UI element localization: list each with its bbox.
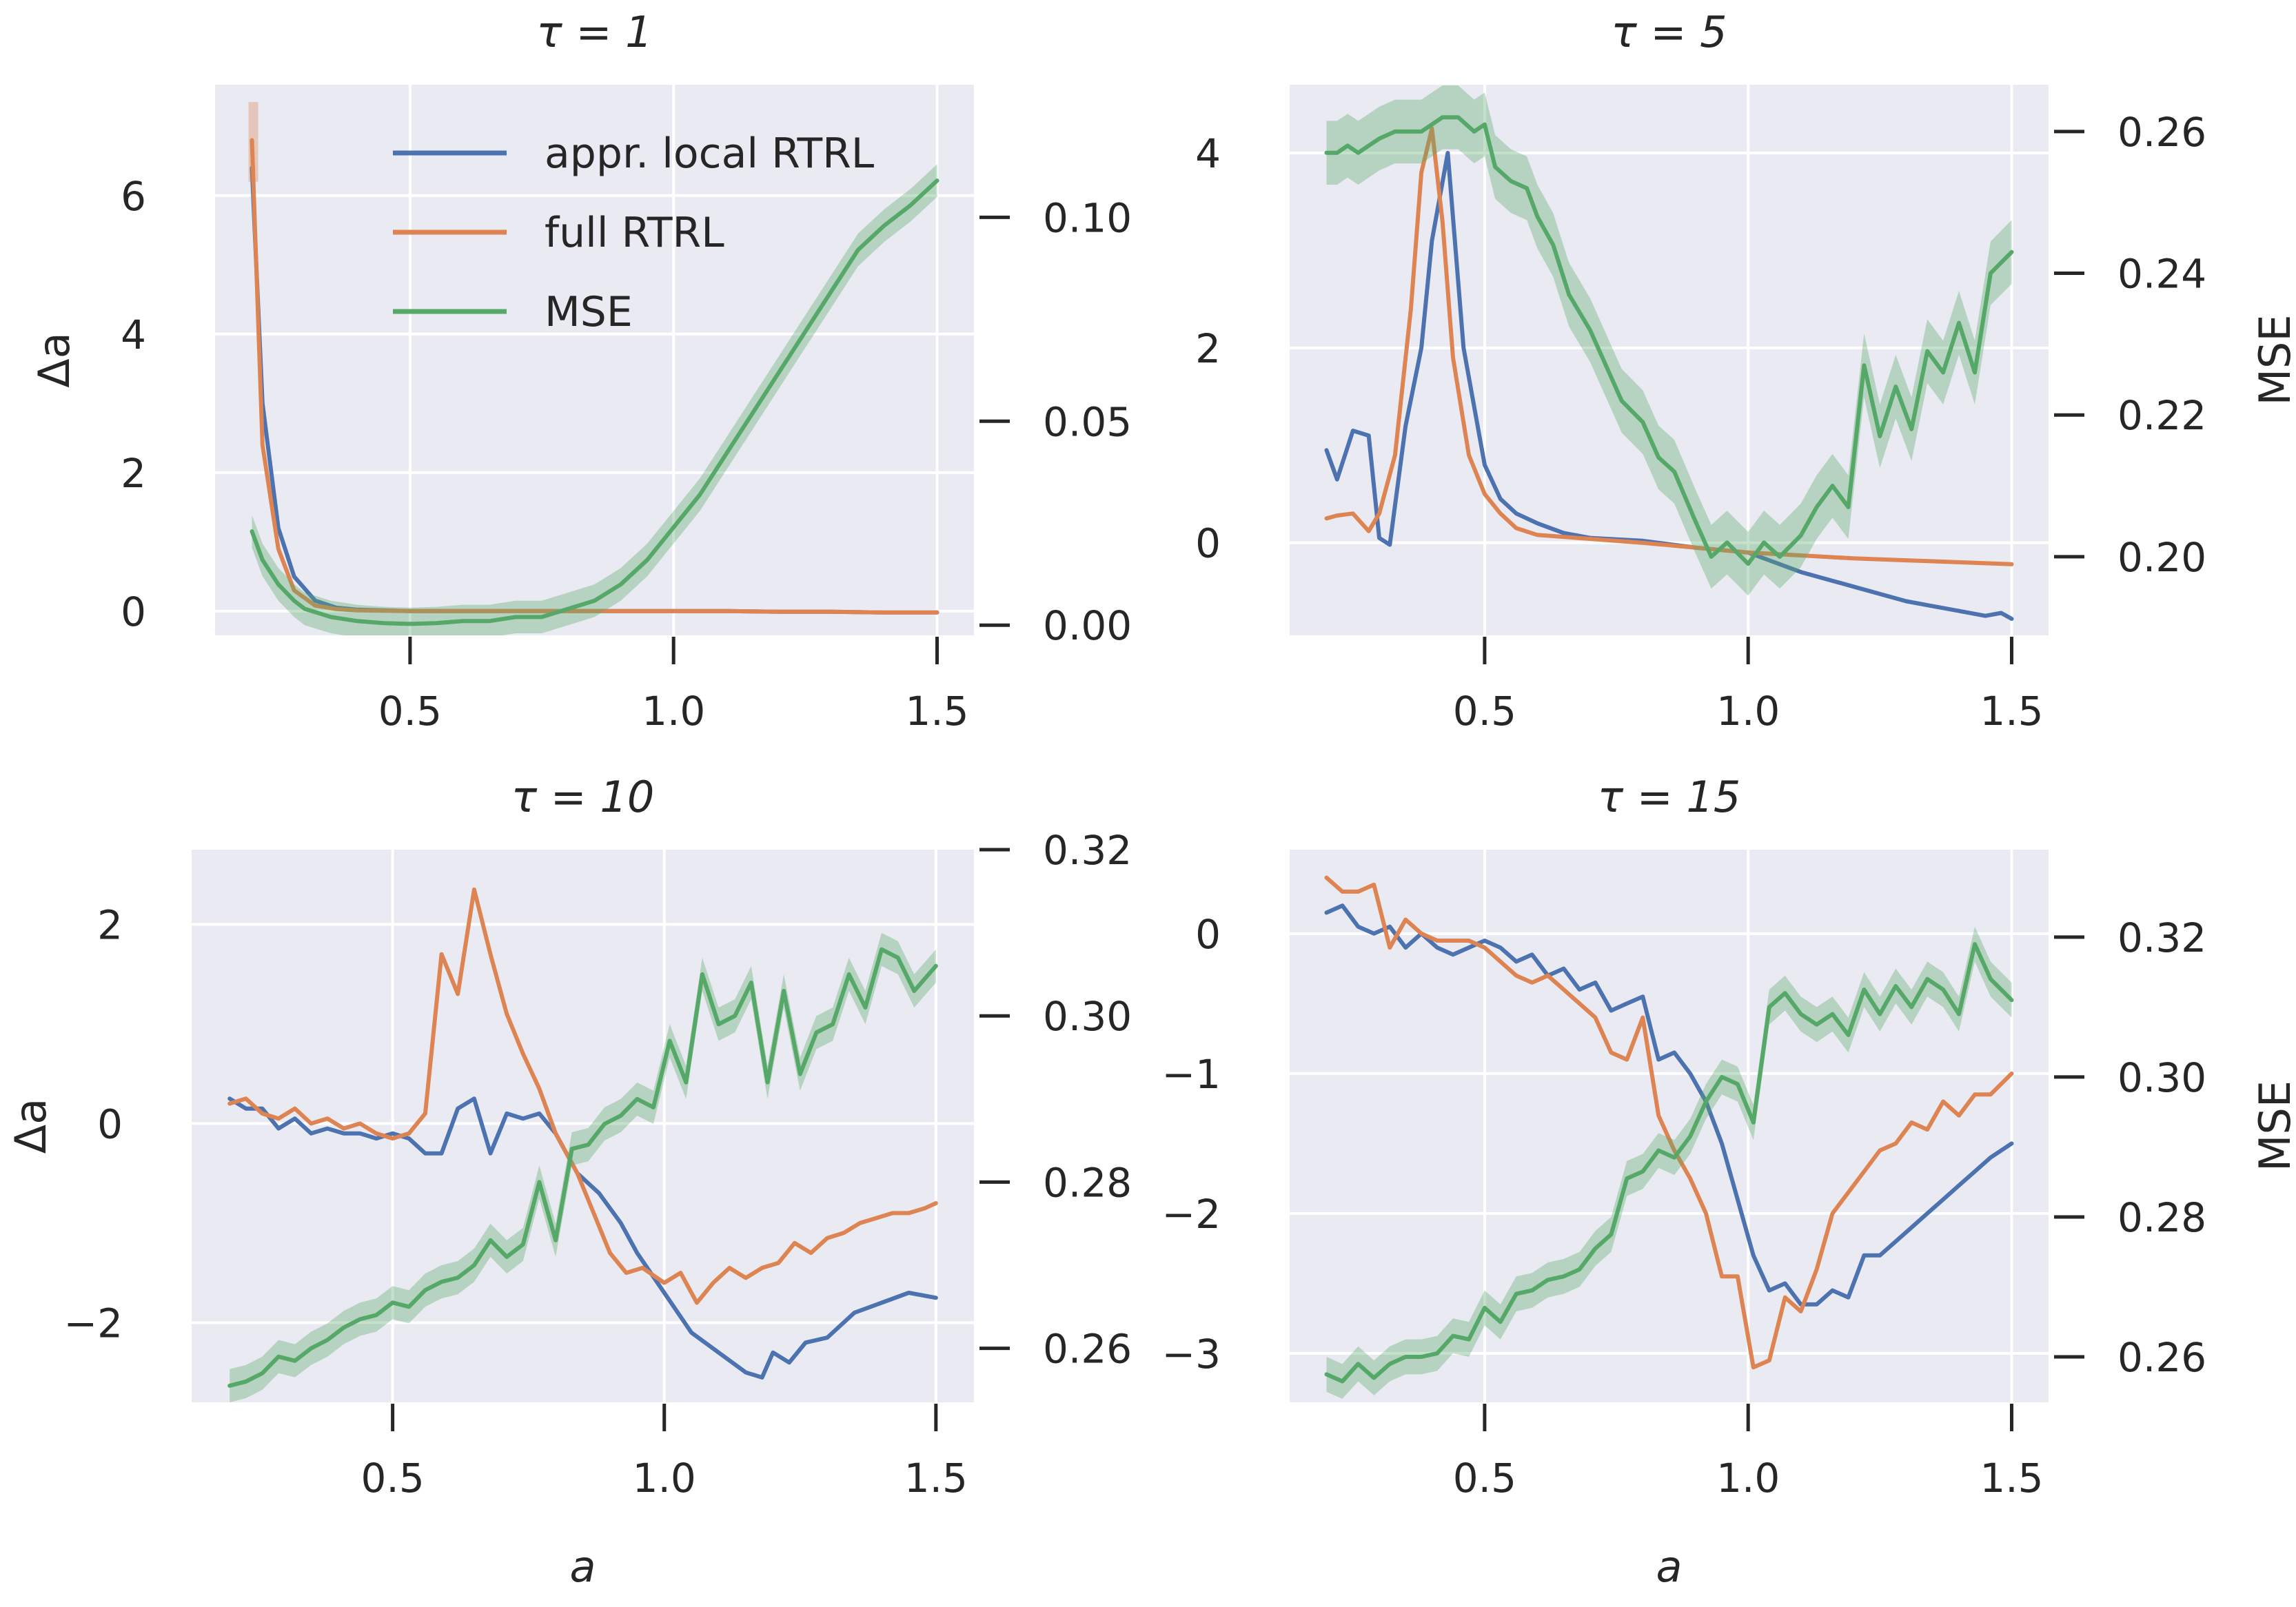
y2-tick-label: 0.30 [1043,993,1132,1040]
subplot-2: 0.5 1.0 1.5 0 2 4 0.20 0.22 0.24 0.26 τ = 5 MSE [1195,7,2296,735]
series-line-2 [250,138,939,615]
y-tick-label: −2 [64,1300,123,1347]
x-tick-label: 0.5 [1453,1455,1516,1502]
y-axis-label: Δa [6,1098,56,1154]
y2-tick-label: 0.32 [1043,827,1132,874]
y-axis-label: Δa [29,332,79,387]
y-tick-label: 4 [1195,130,1221,177]
series-line-3 [227,947,938,1388]
x-axis-label: a [1656,1542,1683,1592]
x-tick-label: 0.5 [1453,688,1516,735]
x-tick-label: 0.5 [361,1455,425,1502]
legend-label: appr. local RTRL [545,130,875,178]
y-tick-label: 0 [121,588,146,635]
y2-tick-label: 0.32 [2117,914,2206,961]
x-axis-label: a [570,1542,596,1592]
plot-area [215,85,974,635]
y2-tick-label: 0.26 [2117,109,2206,156]
series-band-3 [1326,926,2012,1399]
y-tick-label: 2 [1195,325,1221,372]
x-tick-label: 1.0 [633,1455,696,1502]
y-tick-label: 0 [1195,520,1221,567]
y2-tick-label: 0.10 [1043,194,1132,241]
y2-tick-label: 0.28 [2117,1194,2206,1241]
y-tick-label: −2 [1162,1191,1221,1238]
subplot-3: 0.5 1.0 1.5 −2 0 2 0.26 0.28 0.30 0.32 τ = 10 Δa a [6,772,1132,1592]
y-tick-label: 0 [1195,911,1221,958]
y-tick-label: 2 [97,901,123,948]
y2-tick-label: 0.24 [2117,251,2206,298]
subplot-4: 0.5 1.0 1.5 −3 −2 −1 0 0.26 0.28 0.30 0.32 τ = 15 MS… [1162,772,2296,1592]
legend-label: full RTRL [545,209,724,257]
series-line-3 [1324,115,2014,566]
plot-area [192,850,974,1402]
y2-tick-label: 0.20 [2117,534,2206,581]
x-tick-label: 0.5 [378,688,442,735]
subplot-title: τ = 5 [1611,7,1727,57]
legend: appr. local RTRL full RTRL MSE [393,130,875,336]
subplot-title: τ = 10 [511,772,655,822]
y2-tick-label: 0.26 [2117,1334,2206,1381]
y2-axis-label: MSE [2250,1081,2296,1171]
subplot-1: 0.5 1.0 1.5 0 2 4 6 0.00 0.05 0.10 τ = 1 Δa [29,7,1132,735]
subplot-title: τ = 1 [536,7,652,57]
x-tick-label: 1.5 [1980,1455,2043,1502]
y2-tick-label: 0.00 [1043,602,1132,649]
y-tick-label: 0 [97,1101,123,1147]
x-tick-label: 1.5 [904,1455,968,1502]
y2-tick-label: 0.28 [1043,1159,1132,1206]
subplot-title: τ = 15 [1598,772,1741,822]
y-tick-label: −3 [1162,1331,1221,1378]
series-line-3 [1324,942,2014,1384]
series-line-2 [1324,875,2014,1370]
y2-tick-label: 0.22 [2117,392,2206,439]
y-tick-label: −1 [1162,1051,1221,1098]
x-tick-label: 1.0 [642,688,705,735]
series-band-3 [1326,85,2012,596]
y2-tick-label: 0.05 [1043,398,1132,445]
series-line-2 [227,887,938,1305]
x-tick-label: 1.0 [1716,688,1780,735]
y2-axis-label: MSE [2250,314,2296,405]
series-line-1 [1324,903,2014,1307]
series-line-1 [1324,151,2014,621]
y2-tick-label: 0.26 [1043,1326,1132,1373]
y-tick-label: 6 [121,173,146,220]
y-tick-label: 4 [121,311,146,358]
x-tick-label: 1.5 [1980,688,2043,735]
x-tick-label: 1.5 [905,688,968,735]
series-line-2 [1324,126,2014,566]
series-line-1 [227,1096,938,1380]
x-tick-label: 1.0 [1716,1455,1780,1502]
y2-tick-label: 0.30 [2117,1054,2206,1101]
legend-label: MSE [545,288,633,336]
series-line-3 [250,178,939,626]
y-tick-label: 2 [121,450,146,497]
